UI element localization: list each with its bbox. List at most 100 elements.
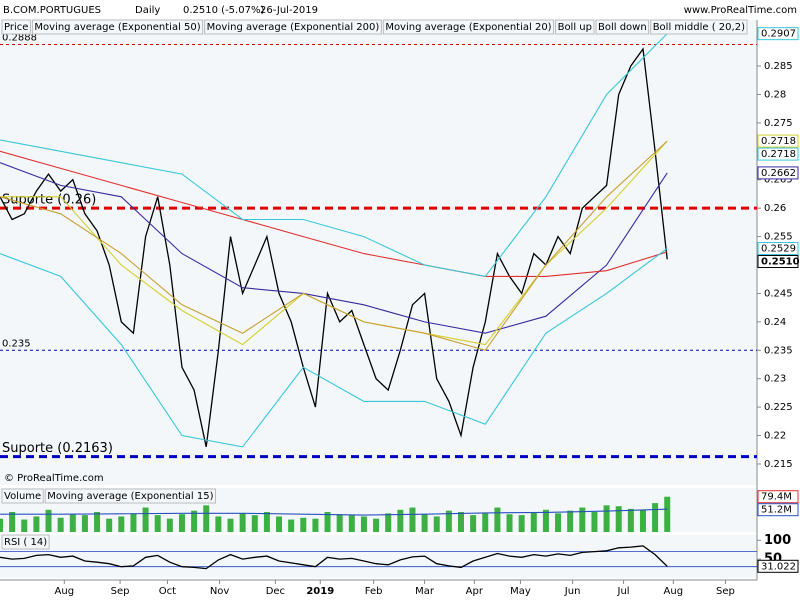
volume-bar [251, 515, 258, 532]
series-line [0, 140, 668, 351]
volume-bar [94, 512, 101, 532]
volume-bar [627, 508, 634, 532]
last-value-box [757, 147, 799, 161]
volume-bar [457, 512, 464, 532]
volume-bar [142, 507, 149, 532]
volume-bar [652, 503, 659, 532]
volume-bar [45, 509, 52, 532]
volume-bar [21, 519, 28, 532]
y-tick-label: 0.285 [764, 61, 793, 72]
legend-box [204, 19, 382, 35]
y-tick-label: 0.275 [764, 118, 793, 129]
legend-box [31, 19, 204, 35]
volume-bar [166, 518, 173, 532]
last-value-box [757, 242, 799, 256]
level-label: 0.235 [2, 338, 31, 349]
series-line [0, 33, 668, 278]
volume-bar [360, 516, 367, 532]
volume-bar [433, 516, 440, 532]
volume-bar [542, 509, 549, 532]
level-label: Suporte (0.2163) [2, 441, 113, 456]
last-value-box [757, 255, 799, 269]
last-value-box [757, 166, 799, 180]
legend-entry: Price [4, 22, 28, 33]
series-line [0, 162, 668, 334]
legend-box [555, 19, 595, 35]
last-value-box [757, 27, 799, 41]
last-value-label: 0.2529 [761, 244, 796, 255]
legend-entry: RSI ( 14) [4, 537, 47, 548]
legend-box [44, 488, 216, 504]
x-tick-label: Jun [564, 586, 581, 597]
last-value-box [757, 559, 799, 573]
x-tick-label: Dec [266, 586, 285, 597]
copyright: © ProRealTime.com [4, 473, 104, 484]
volume-bar [664, 496, 671, 532]
y-tick-label: 0.225 [764, 402, 793, 413]
legend-entry: Boll down [598, 22, 647, 33]
volume-bar [324, 512, 331, 532]
symbol: B.COM.PORTUGUES [3, 5, 101, 16]
volume-bar [130, 513, 137, 532]
volume-bar [603, 505, 610, 532]
legend-entry: Volume [4, 491, 41, 502]
volume-bar [9, 512, 16, 532]
level-label: 0.2888 [2, 32, 37, 43]
volume-bar [421, 514, 428, 532]
x-tick-label: Nov [210, 586, 230, 597]
y-tick-label: 0.255 [764, 232, 793, 243]
legend-box [595, 19, 650, 35]
volume-bar [300, 517, 307, 532]
volume-bar [33, 516, 40, 532]
last-value-label: 0.2907 [761, 29, 796, 40]
volume-bar [69, 514, 76, 532]
volume-bar [385, 513, 392, 532]
x-tick-label: Sep [111, 586, 130, 597]
date: 26-Jul-2019 [260, 5, 318, 16]
volume-bar [445, 510, 452, 532]
volume-bar [57, 517, 64, 532]
price-panel [0, 20, 757, 485]
volume-bar [494, 507, 501, 532]
legend-box [650, 19, 748, 35]
x-tick-label: Jul [617, 586, 630, 597]
last-value-label: 31.022 [761, 561, 796, 572]
volume-bar [639, 509, 646, 532]
volume-bar [263, 512, 270, 532]
volume-bar [0, 518, 3, 532]
volume-bar [227, 518, 234, 532]
volume-bar [312, 518, 319, 532]
y-tick-label: 0.28 [764, 89, 786, 100]
x-tick-label: Aug [664, 586, 684, 597]
volume-bar [106, 518, 113, 532]
last-value-label: 79.4M [761, 492, 792, 503]
y-tick-label: 0.265 [764, 175, 793, 186]
x-tick-label: Apr [466, 586, 484, 597]
series-line [0, 150, 668, 277]
volume-bar [409, 507, 416, 532]
legend-entry: Moving average (Exponential 15) [47, 491, 213, 502]
series-line [0, 545, 668, 570]
volume-bar [518, 515, 525, 532]
volume-bar [239, 513, 246, 532]
legend-entry: Moving average (Exponential 20) [385, 22, 551, 33]
volume-bar [191, 510, 198, 532]
y-tick-label: 0.245 [764, 288, 793, 299]
volume-bar [215, 516, 222, 532]
series-line [0, 508, 668, 516]
y-tick-label: 0.23 [764, 374, 786, 385]
volume-bar [276, 516, 283, 532]
legend-box [382, 19, 555, 35]
volume-bar [530, 512, 537, 532]
legend-entry: Boll middle ( 20,2) [653, 22, 745, 33]
volume-bar [397, 509, 404, 532]
y-tick-label: 0.26 [764, 203, 786, 214]
period: Daily [135, 5, 160, 16]
x-tick-label: Aug [55, 586, 75, 597]
last-value-box [757, 490, 799, 504]
last-value-label: 0.2510 [761, 257, 800, 268]
volume-bar [579, 507, 586, 532]
legend-entry: Moving average (Exponential 200) [207, 22, 380, 33]
legend-box [1, 534, 50, 550]
series-line [0, 248, 668, 448]
